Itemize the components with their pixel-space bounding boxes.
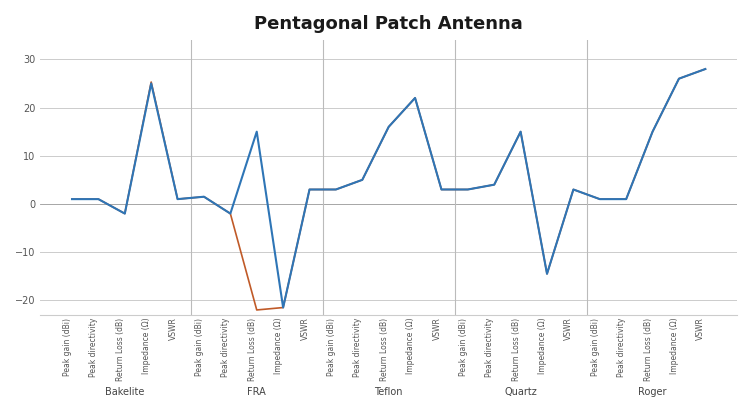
Text: Roger: Roger (638, 387, 667, 397)
Text: Quartz: Quartz (505, 387, 537, 397)
Text: Teflon: Teflon (374, 387, 403, 397)
Text: Bakelite: Bakelite (105, 387, 144, 397)
Text: FRA: FRA (247, 387, 266, 397)
Title: Pentagonal Patch Antenna: Pentagonal Patch Antenna (254, 15, 523, 33)
